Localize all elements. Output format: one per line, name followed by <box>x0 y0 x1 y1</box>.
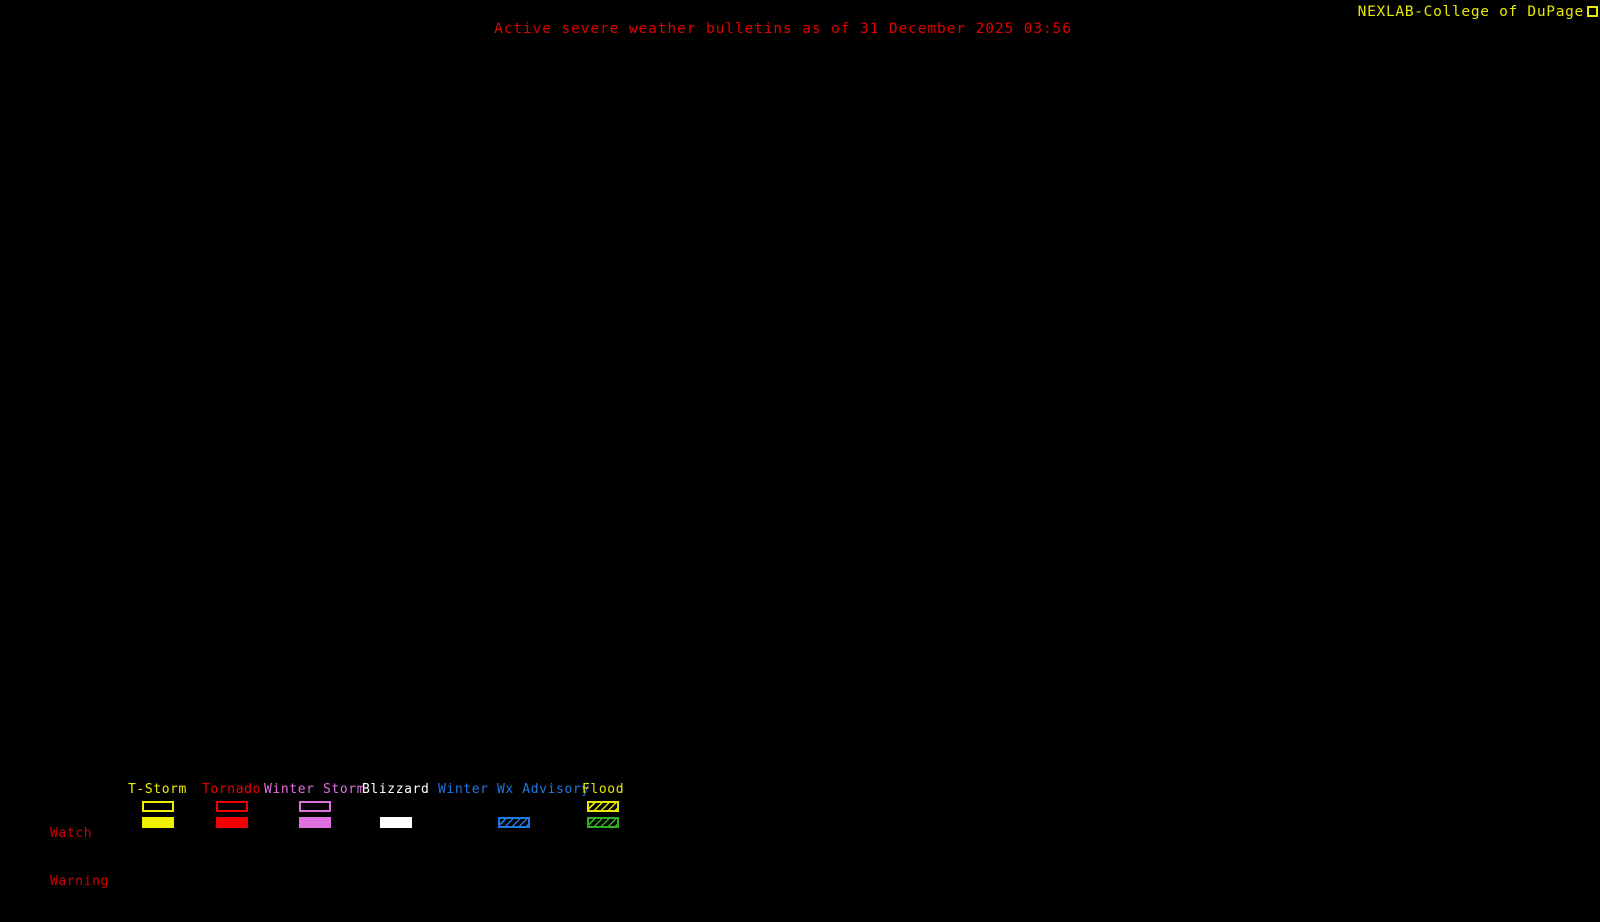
legend-swatch-slot-watch <box>362 798 429 814</box>
legend-swatch-slot-warning <box>582 814 624 830</box>
legend-row-label-watch: Watch <box>50 826 93 841</box>
legend-column-label: Tornado <box>202 782 261 797</box>
legend-column-winter-storm: Winter Storm <box>264 782 365 830</box>
legend-swatch-slot-watch <box>438 798 590 814</box>
legend-swatch-watch <box>298 800 331 812</box>
legend-swatch-slot-watch <box>202 798 261 814</box>
legend-column-label: Flood <box>582 782 625 797</box>
legend-column-blizzard: Blizzard <box>362 782 429 830</box>
legend-swatch-slot-watch <box>128 798 187 814</box>
attribution-text: NEXLAB-College of DuPage <box>1357 4 1584 20</box>
legend-swatch-warning <box>141 816 174 828</box>
legend-swatch-watch <box>215 800 248 812</box>
legend-swatch-warning <box>215 816 248 828</box>
attribution-label: NEXLAB-College of DuPage <box>1358 3 1598 21</box>
page-title: Active severe weather bulletins as of 31… <box>494 21 1072 37</box>
legend-swatch-slot-watch <box>582 798 624 814</box>
severe-weather-map-canvas[interactable] <box>0 0 1600 900</box>
legend-column-label: Winter Storm <box>264 782 366 797</box>
legend-column-flood: Flood <box>582 782 624 830</box>
legend-row-label-warning: Warning <box>50 874 109 889</box>
legend-swatch-slot-watch <box>264 798 365 814</box>
legend-swatch-slot-warning <box>362 814 429 830</box>
legend-swatch-slot-warning <box>264 814 365 830</box>
legend-column-winter-wx-advisory: Winter Wx Advisory <box>438 782 590 830</box>
legend-swatch-watch <box>380 801 412 812</box>
legend-swatch-warning <box>497 816 530 828</box>
legend-swatch-slot-warning <box>128 814 187 830</box>
legend-column-tornado: Tornado <box>202 782 261 830</box>
legend-swatch-warning <box>298 816 331 828</box>
legend-swatch-watch <box>587 800 620 812</box>
legend-row-labels: Watch Warning <box>50 794 109 922</box>
legend-swatch-warning <box>587 816 620 828</box>
legend-column-label: Winter Wx Advisory <box>438 782 590 797</box>
legend-swatch-slot-warning <box>438 814 590 830</box>
legend-swatch-watch <box>141 800 174 812</box>
legend-column-t-storm: T-Storm <box>128 782 187 830</box>
legend-swatch-slot-warning <box>202 814 261 830</box>
legend-swatch-warning <box>379 816 412 828</box>
legend-column-label: Blizzard <box>362 782 430 797</box>
legend-swatch-watch <box>498 801 530 812</box>
clipped-box-glyph-icon <box>1587 6 1598 17</box>
legend-column-label: T-Storm <box>128 782 187 797</box>
